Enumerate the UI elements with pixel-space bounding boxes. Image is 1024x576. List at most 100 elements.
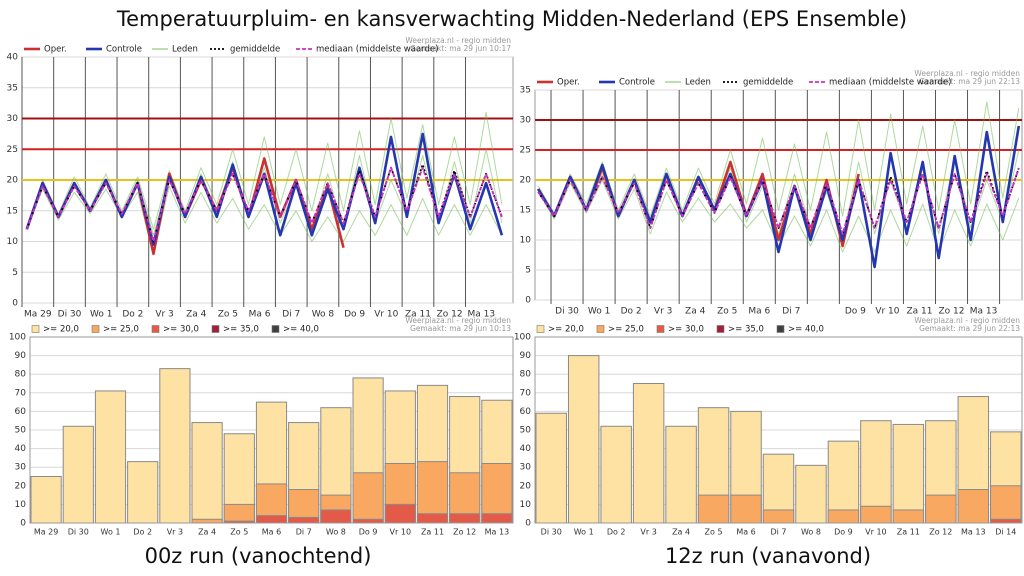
- series-line: [25, 166, 503, 243]
- y-tick-label: 20: [520, 481, 532, 491]
- y-tick-label: 90: [520, 351, 532, 361]
- x-tick-label: Vr 10: [875, 307, 899, 317]
- x-tick-label: Za 11: [906, 307, 932, 317]
- bar: [892, 423, 925, 524]
- x-tick-label: Ma 13: [468, 310, 496, 320]
- x-tick-label: Do 2: [607, 528, 626, 537]
- x-tick-label: Do 9: [359, 528, 378, 537]
- bar: [535, 412, 567, 524]
- bar: [416, 461, 449, 524]
- bar: [320, 509, 352, 524]
- y-tick-label: 40: [520, 444, 532, 454]
- y-tick-label: 40: [15, 444, 27, 454]
- chart: 0 10 20 30 40 50 60 70 80 90 100 Weerplaza.nl - reg…: [514, 316, 1023, 537]
- series-line: [537, 167, 1020, 235]
- bar: [795, 464, 827, 524]
- plot: [535, 101, 1022, 269]
- bar: [827, 509, 860, 524]
- legend-label: >= 30,0: [668, 325, 704, 335]
- legend-label: >= 25,0: [103, 325, 139, 335]
- legend-label: >= 40,0: [283, 325, 319, 335]
- member-line: [26, 185, 503, 255]
- x-tick-label: Di 30: [68, 528, 89, 537]
- x-tick-label: Vr 10: [865, 528, 886, 537]
- legend-label: >= 25,0: [608, 325, 644, 335]
- x-tick-label: Wo 8: [312, 310, 335, 320]
- bar: [288, 516, 320, 524]
- x-tick-label: Zo 5: [717, 307, 737, 317]
- legend-swatch: [776, 325, 785, 333]
- y-tick-label: 10: [520, 236, 532, 246]
- x-tick-label: Di 30: [58, 310, 82, 320]
- x-tick-label: Di 30: [555, 307, 579, 317]
- bar: [416, 513, 449, 524]
- legend-label: Controle: [619, 78, 655, 88]
- plot-frame: [29, 336, 514, 524]
- bar: [94, 390, 127, 524]
- legend-label: Leden: [685, 78, 711, 88]
- bar: [892, 509, 925, 524]
- y-tick-label: 30: [7, 114, 19, 124]
- x-tick-label: Wo 1: [574, 528, 594, 537]
- bar: [384, 503, 416, 524]
- bar: [567, 355, 600, 524]
- source-note: Weerplaza.nl - regio midden: [914, 316, 1020, 325]
- x-tick-label: Do 9: [344, 310, 365, 320]
- bar: [990, 518, 1022, 524]
- x-tick-label: Ma 13: [961, 528, 986, 537]
- x-tick-label: Wo 1: [588, 307, 610, 317]
- legend-swatch: [31, 325, 40, 333]
- legend-swatch: [536, 325, 545, 333]
- bar: [957, 489, 990, 524]
- x-tick-label: Zo 12: [453, 528, 476, 537]
- y-tick-label: 40: [7, 53, 19, 63]
- x-tick-label: Ma 6: [262, 528, 281, 537]
- y-tick-label: 10: [15, 500, 27, 510]
- legend-label: >= 20,0: [548, 325, 584, 335]
- x-tick-label: Za 4: [186, 310, 207, 320]
- y-tick-label: 60: [520, 407, 532, 417]
- legend-swatch: [211, 325, 220, 333]
- y-tick-label: 15: [7, 206, 18, 216]
- x-tick-label: Ma 29: [34, 528, 59, 537]
- bar: [255, 515, 288, 524]
- source-note: Weerplaza.nl - regio midden: [405, 316, 511, 325]
- x-tick-label: Di 7: [296, 528, 312, 537]
- series-line: [537, 167, 1020, 235]
- series-line: [25, 132, 504, 246]
- made-note: Gemaakt: ma 29 jun 10:13: [410, 324, 511, 333]
- x-tick-label: Vr 3: [155, 310, 173, 320]
- x-tick-label: Do 2: [122, 310, 143, 320]
- x-tick-label: Zo 12: [437, 310, 463, 320]
- legend-label: >= 35,0: [223, 325, 259, 335]
- y-tick-label: 20: [520, 176, 532, 186]
- bar: [449, 513, 481, 524]
- legend-label: mediaan (middelste waarde): [829, 78, 951, 88]
- y-tick-label: 15: [520, 206, 531, 216]
- bar: [30, 476, 62, 524]
- y-tick-label: 0: [525, 519, 531, 529]
- x-tick-label: Za 4: [672, 528, 690, 537]
- bar: [730, 494, 762, 524]
- y-tick-label: 10: [7, 237, 19, 247]
- x-tick-label: Vr 3: [167, 528, 183, 537]
- y-tick-label: 0: [20, 519, 26, 529]
- bar: [762, 509, 795, 524]
- x-tick-label: Ma 29: [24, 310, 52, 320]
- plot: [22, 111, 513, 256]
- x-tick-label: Wo 1: [101, 528, 121, 537]
- made-note: Gemaakt: ma 29 jun 22:13: [919, 324, 1020, 333]
- x-tick-label: Do 9: [845, 307, 866, 317]
- legend-swatch: [151, 325, 160, 333]
- member-line: [26, 111, 503, 230]
- plot-area: [534, 89, 1023, 301]
- y-tick-label: 30: [520, 116, 532, 126]
- x-tick-label: Di 7: [770, 528, 786, 537]
- x-tick-label: Wo 8: [326, 528, 346, 537]
- x-tick-label: Wo 8: [801, 528, 821, 537]
- x-tick-label: Ma 6: [249, 310, 271, 320]
- member-line: [537, 101, 1020, 217]
- y-tick-label: 50: [520, 426, 532, 436]
- legend-label: Leden: [172, 45, 198, 55]
